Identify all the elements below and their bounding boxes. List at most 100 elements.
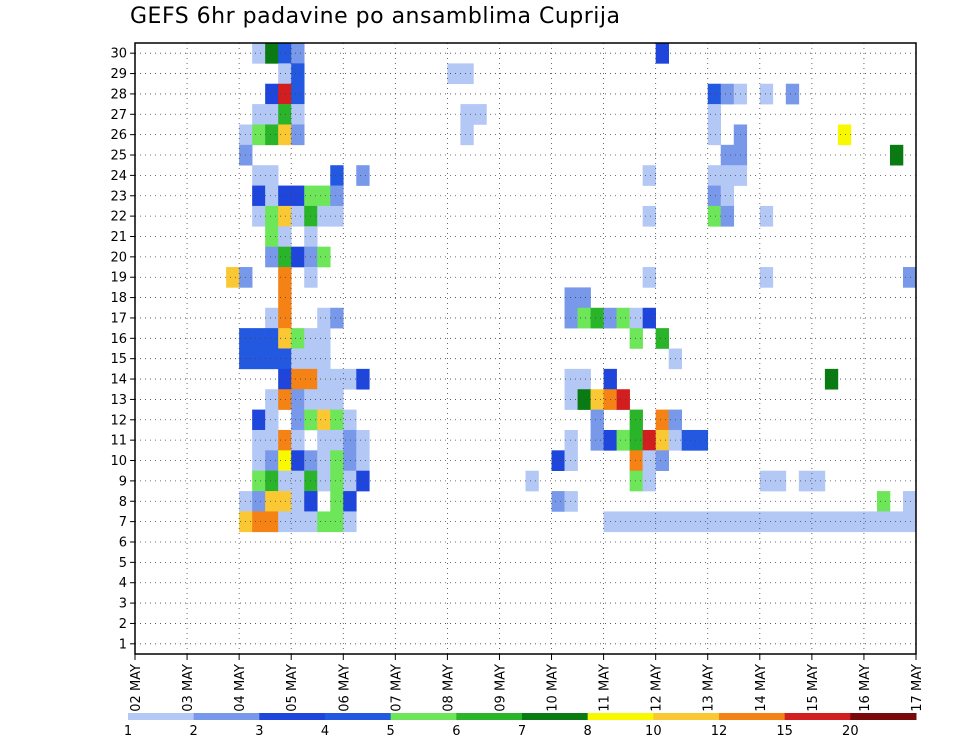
colorbar-swatch: [587, 713, 654, 720]
heat-cell: [590, 409, 604, 431]
colorbar-label: 7: [518, 724, 526, 739]
heat-cell: [811, 511, 826, 533]
heat-cell: [278, 429, 292, 451]
heat-cell: [642, 470, 656, 492]
heat-cell: [317, 389, 331, 410]
heat-cell: [824, 511, 839, 533]
heat-cell: [343, 491, 357, 512]
colorbar-swatch: [784, 713, 851, 720]
x-tick-label: 11 MAY: [598, 664, 613, 712]
heat-cell: [902, 267, 917, 288]
heat-cell: [265, 389, 279, 410]
heat-cell: [694, 511, 709, 533]
heat-cell: [291, 328, 305, 349]
y-tick-label: 27: [110, 108, 127, 123]
heat-cell: [317, 368, 331, 390]
x-tick-label: 03 MAY: [181, 664, 196, 712]
heat-cell: [720, 185, 735, 207]
heat-cell: [746, 511, 761, 533]
heat-cell: [278, 287, 292, 309]
heat-cell: [278, 83, 292, 105]
heat-cell: [785, 511, 800, 533]
colorbar-label: 1: [124, 724, 132, 739]
heat-cell: [291, 348, 305, 370]
heat-cell: [720, 144, 735, 166]
heat-cell: [772, 511, 787, 533]
y-tick-label: 17: [110, 311, 127, 326]
heat-cell: [564, 287, 578, 309]
y-tick-label: 18: [110, 291, 127, 306]
y-tick-label: 28: [110, 87, 127, 102]
y-tick-label: 3: [119, 597, 127, 612]
colorbar-label: 2: [190, 724, 198, 739]
heat-cell: [330, 307, 344, 329]
y-tick-label: 14: [110, 373, 127, 388]
heat-cell: [330, 368, 344, 390]
heat-cell: [642, 307, 656, 329]
heat-cell: [278, 491, 292, 512]
x-tick-label: 04 MAY: [233, 664, 248, 712]
x-tick-label: 17 MAY: [910, 664, 925, 712]
y-tick-label: 24: [110, 169, 127, 184]
heat-cell: [252, 124, 266, 146]
heat-cell: [681, 511, 696, 533]
y-tick-label: 5: [119, 556, 127, 571]
heat-cell: [460, 63, 474, 85]
heat-cell: [343, 511, 357, 533]
heat-cell: [291, 63, 305, 85]
colorbar-swatch: [325, 713, 392, 720]
heat-cell: [278, 307, 292, 329]
colorbar-swatch: [128, 713, 195, 720]
heat-cell: [525, 470, 539, 492]
heat-cell: [291, 246, 305, 268]
heat-cell: [343, 409, 357, 431]
heat-cell: [317, 307, 331, 329]
colorbar-swatch: [193, 713, 260, 720]
heat-cell: [577, 287, 591, 309]
x-tick-label: 15 MAY: [806, 664, 821, 712]
heat-cell: [265, 470, 279, 492]
heat-cell: [265, 83, 279, 105]
heat-cell: [265, 246, 279, 268]
x-tick-label: 10 MAY: [546, 664, 561, 712]
heat-cell: [681, 429, 696, 451]
heat-cell: [265, 511, 279, 533]
heat-cell: [252, 470, 266, 492]
heat-cell: [265, 409, 279, 431]
heat-cell: [278, 267, 292, 288]
colorbar-label: 8: [584, 724, 592, 739]
x-tick-label: 08 MAY: [441, 664, 456, 712]
colorbar-swatch: [259, 713, 326, 720]
heat-cell: [343, 429, 357, 451]
y-tick-label: 6: [119, 535, 127, 550]
heat-cell: [837, 511, 852, 533]
heat-cell: [707, 104, 722, 125]
heat-cell: [850, 511, 865, 533]
heat-cell: [265, 104, 279, 125]
heat-cell: [707, 165, 722, 186]
colorbar-label: 20: [842, 724, 859, 739]
heat-cell: [694, 429, 709, 451]
heat-cell: [252, 450, 266, 471]
colorbar-swatch: [390, 713, 457, 720]
heat-cell: [278, 450, 292, 471]
heat-cell: [642, 511, 656, 533]
heat-cell: [616, 511, 630, 533]
heat-cell: [642, 267, 656, 288]
heat-cell: [291, 104, 305, 125]
heat-cell: [577, 389, 591, 410]
y-tick-label: 8: [119, 495, 127, 510]
y-tick-label: 29: [110, 67, 127, 82]
colorbar-label: 12: [711, 724, 728, 739]
heat-cell: [317, 205, 331, 227]
colorbar-label: 10: [645, 724, 662, 739]
heat-cell: [707, 124, 722, 146]
heat-cell: [278, 63, 292, 85]
heat-cell: [330, 470, 344, 492]
x-tick-label: 12 MAY: [650, 664, 665, 712]
x-tick-label: 16 MAY: [858, 664, 873, 712]
heat-cell: [278, 511, 292, 533]
heat-cell: [564, 429, 578, 451]
heat-cell: [252, 104, 266, 125]
heat-cell: [564, 307, 578, 329]
